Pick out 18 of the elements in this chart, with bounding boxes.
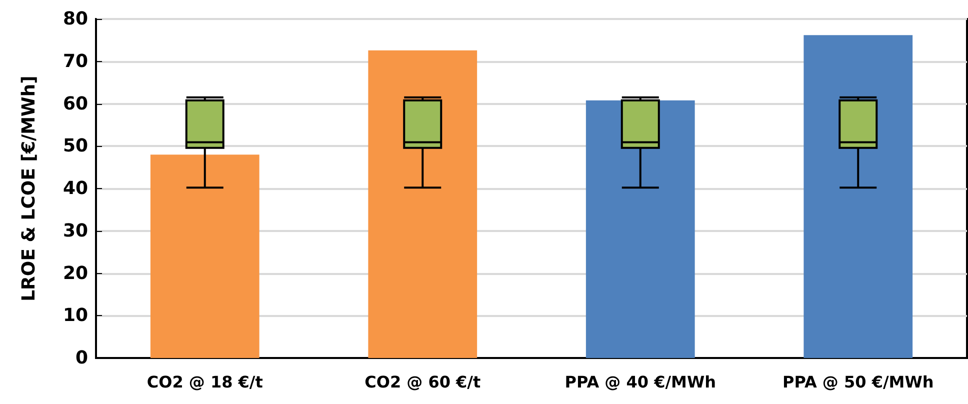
x-tick-label: CO2 @ 18 €/t <box>146 372 264 392</box>
y-tick-label: 40 <box>62 178 88 199</box>
y-tick-label: 50 <box>62 136 88 157</box>
y-axis-title: LROE & LCOE [€/MWh] <box>18 76 40 302</box>
bar <box>586 100 695 358</box>
y-tick-label: 30 <box>62 220 88 242</box>
bar <box>368 50 478 358</box>
y-tick-label: 10 <box>62 305 88 326</box>
x-tick-label: PPA @ 50 €/MWh <box>782 372 934 392</box>
y-tick-label: 70 <box>62 50 88 72</box>
y-tick-label: 20 <box>62 262 88 284</box>
y-tick-label: 60 <box>62 93 88 114</box>
x-tick-label: CO2 @ 60 €/t <box>364 372 482 392</box>
bar <box>150 154 260 358</box>
y-tick-label: 80 <box>62 8 88 30</box>
bar <box>804 35 913 358</box>
y-tick-label: 0 <box>75 348 88 368</box>
x-tick-label: PPA @ 40 €/MWh <box>564 372 716 392</box>
